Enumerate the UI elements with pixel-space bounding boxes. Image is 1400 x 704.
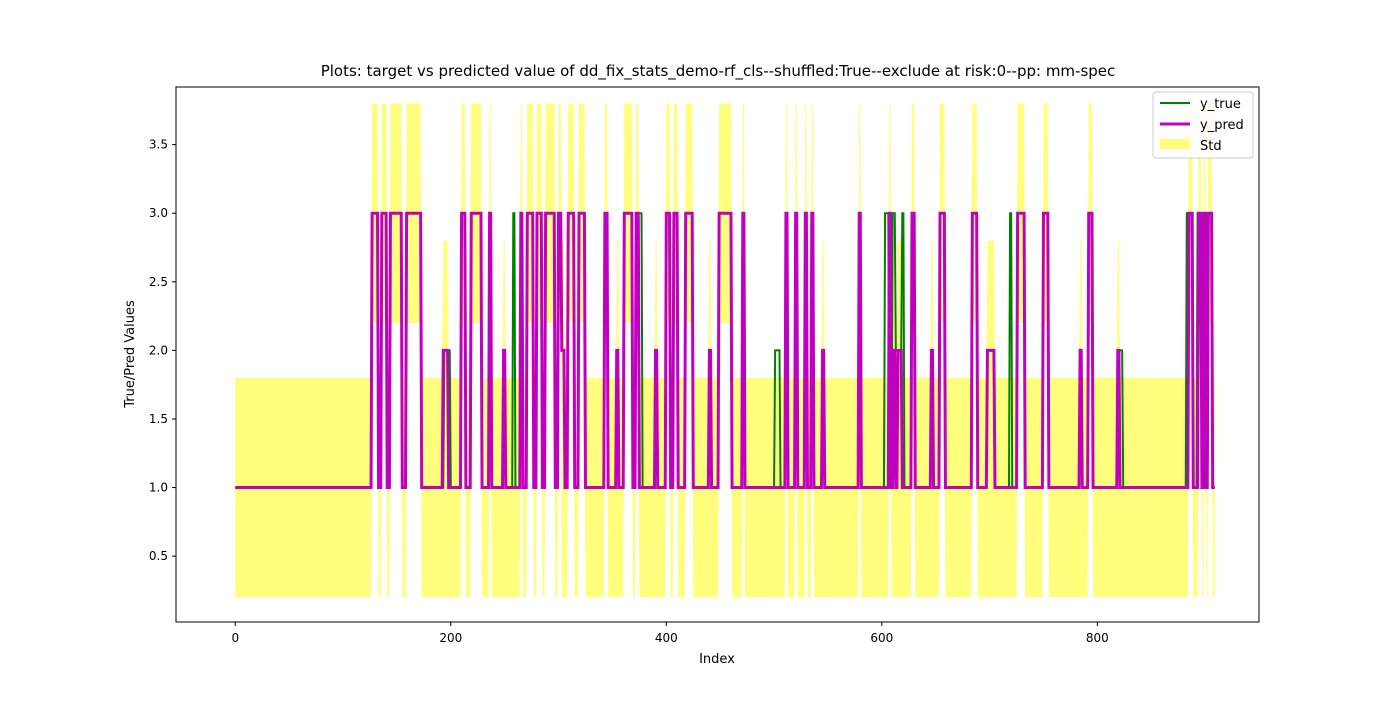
- y-tick-label: 1.0: [149, 481, 168, 495]
- legend-swatch-std: [1160, 139, 1190, 149]
- x-tick-label: 600: [870, 631, 893, 645]
- plot-frame: [175, 86, 1260, 623]
- y-tick-label: 2.0: [149, 343, 168, 357]
- chart-title: Plots: target vs predicted value of dd_f…: [321, 62, 1116, 81]
- series-lines: [235, 211, 1215, 490]
- y-tick-label: 0.5: [149, 549, 168, 563]
- x-axis: 0 200 400 600 800: [231, 622, 1109, 645]
- x-tick-label: 800: [1086, 631, 1109, 645]
- x-tick-label: 400: [655, 631, 678, 645]
- legend-label-std: Std: [1200, 139, 1222, 154]
- y-tick-label: 3.0: [149, 206, 168, 220]
- x-tick-label: 0: [231, 631, 239, 645]
- legend-label-y-pred: y_pred: [1200, 118, 1244, 133]
- y-tick-label: 1.5: [149, 412, 168, 426]
- y-axis-label: True/Pred Values: [123, 300, 138, 409]
- y-tick-label: 2.5: [149, 275, 168, 289]
- y-axis: 0.5 1.0 1.5 2.0 2.5 3.0 3.5: [149, 138, 176, 563]
- legend-label-y-true: y_true: [1200, 97, 1241, 112]
- series-line-y-pred: [235, 211, 1215, 490]
- legend: y_true y_pred Std: [1152, 91, 1254, 159]
- x-tick-label: 200: [439, 631, 462, 645]
- y-tick-label: 3.5: [149, 138, 168, 152]
- x-axis-label: Index: [699, 652, 735, 667]
